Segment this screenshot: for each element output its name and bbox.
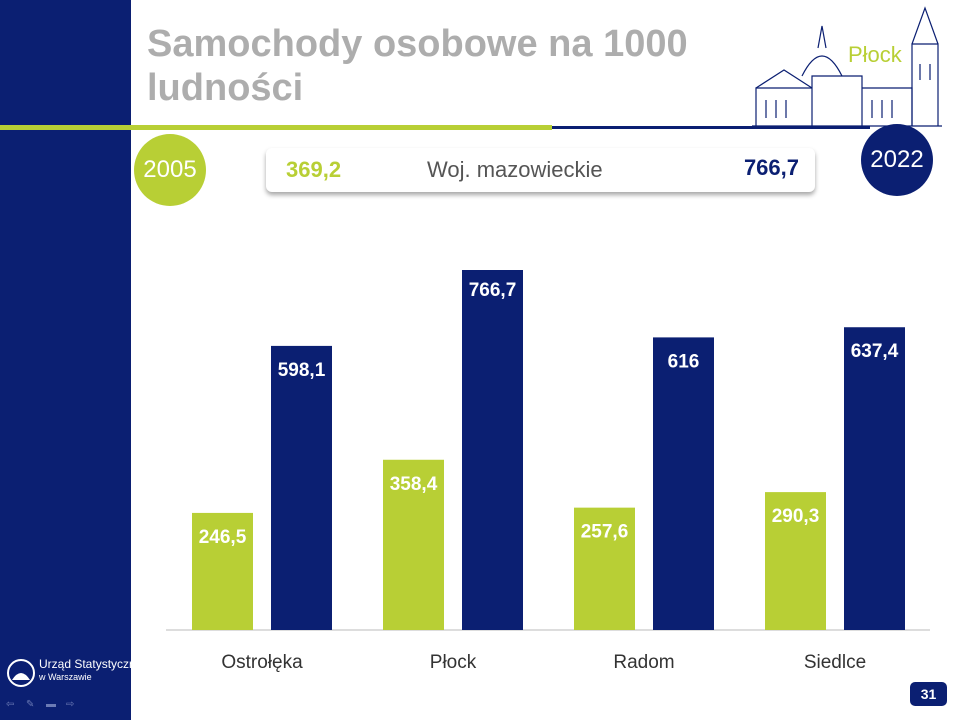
forward-arrow-icon[interactable]: ⇨ xyxy=(66,699,75,710)
logo-emblem-icon xyxy=(7,659,35,687)
bar-value-label: 637,4 xyxy=(851,341,899,362)
bar-2022-3 xyxy=(844,327,905,630)
menu-icon[interactable]: ▬ xyxy=(46,699,56,710)
bar-2022-2 xyxy=(653,337,714,630)
logo-line-1: Urząd Statystyczny xyxy=(39,657,142,671)
category-label: Siedlce xyxy=(804,652,866,673)
bar-value-label: 616 xyxy=(668,351,700,372)
city-label: Płock xyxy=(848,42,902,67)
region-label: Woj. mazowieckie xyxy=(427,157,603,182)
bar-value-label: 598,1 xyxy=(278,360,326,381)
church-windows xyxy=(765,64,931,118)
church-body xyxy=(755,75,913,126)
region-value-start: 369,2 xyxy=(286,157,342,182)
page-number: 31 xyxy=(910,682,947,706)
church-dome xyxy=(801,55,843,77)
year-end-label: 2022 xyxy=(870,146,924,173)
church-illustration xyxy=(752,6,942,127)
bar-value-label: 290,3 xyxy=(772,506,820,527)
bar-2005-1 xyxy=(383,459,444,630)
slide-nav: ⇦ ✎ ▬ ⇨ xyxy=(6,700,80,710)
church-spire-left xyxy=(817,25,827,49)
category-label: Radom xyxy=(613,652,674,673)
bar-value-label: 766,7 xyxy=(469,280,517,301)
bar-chart: 246,5 598,1 Ostrołęka 358,4 766,7 Płock 257,6 6… xyxy=(166,270,930,673)
bar-2022-0 xyxy=(271,345,332,630)
timeline-line-2022 xyxy=(552,126,870,129)
year-badge-start: 2005 xyxy=(134,134,206,206)
logo xyxy=(6,652,130,696)
bar-2022-1 xyxy=(462,270,523,630)
church-tower-right xyxy=(911,6,939,126)
category-label: Ostrołęka xyxy=(221,652,303,673)
logo-line-2: w Warszawie xyxy=(39,672,92,682)
church-roof-left xyxy=(755,69,813,89)
region-summary-box: 369,2 Woj. mazowieckie 766,7 xyxy=(266,148,815,192)
slide-title: Samochody osobowe na 1000 ludności xyxy=(147,23,688,109)
category-label: Płock xyxy=(430,652,477,673)
bar-2005-0 xyxy=(192,512,253,630)
back-arrow-icon[interactable]: ⇦ xyxy=(6,699,15,710)
bar-2005-3 xyxy=(765,492,826,630)
bar-value-label: 246,5 xyxy=(199,527,247,548)
year-start-label: 2005 xyxy=(143,156,197,183)
timeline-line-2005 xyxy=(0,125,552,130)
year-badge-end: 2022 xyxy=(861,124,933,196)
bar-value-label: 257,6 xyxy=(581,522,629,543)
left-sidebar xyxy=(0,0,131,720)
region-value-end: 766,7 xyxy=(743,155,799,180)
bar-2005-2 xyxy=(574,507,635,630)
pen-icon[interactable]: ✎ xyxy=(26,699,35,710)
bar-value-label: 358,4 xyxy=(390,474,438,495)
logo-text: Urząd Statystyczny w Warszawie xyxy=(39,658,142,684)
